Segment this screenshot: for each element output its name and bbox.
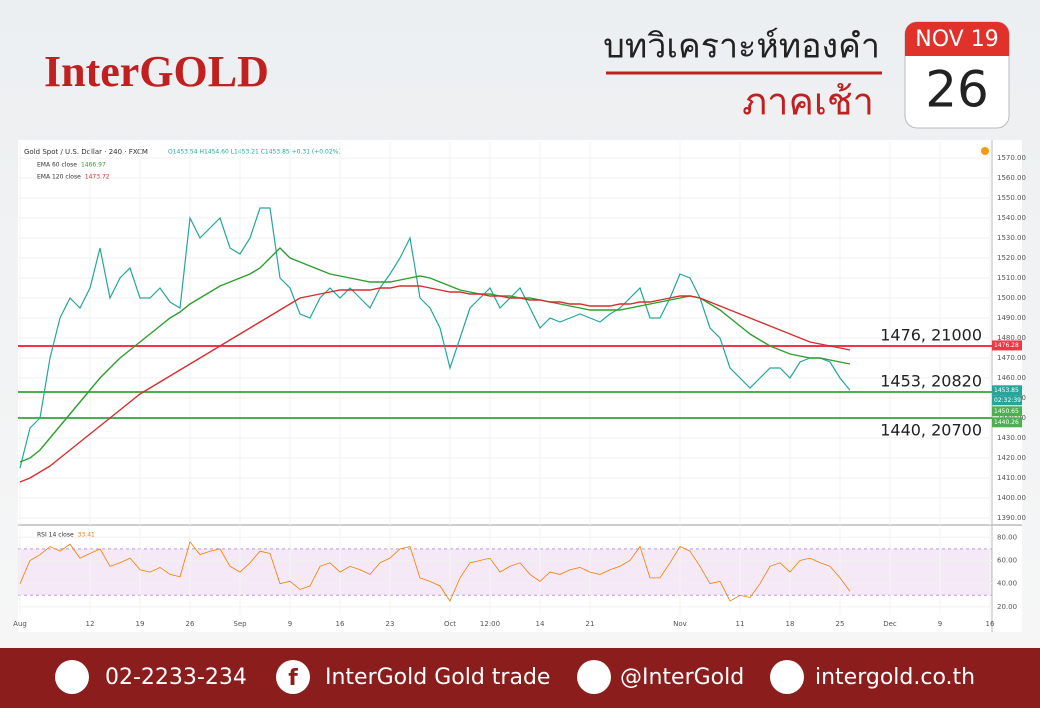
price-tag	[992, 340, 1022, 351]
facebook-glyph: f	[288, 666, 298, 691]
calendar-month: NOV 19	[915, 27, 998, 52]
x-tick-label: 16	[986, 620, 995, 628]
x-tick-label: Dec	[883, 620, 897, 628]
x-tick-label: Oct	[444, 620, 456, 628]
legend-label: EMA 120 close	[37, 174, 81, 181]
x-tick-label: 16	[336, 620, 345, 628]
price-tag-label: 1440.26	[994, 419, 1019, 426]
x-tick-label: 19	[136, 620, 145, 628]
y-tick-label: 1550.00	[997, 194, 1026, 202]
header-title: บทวิเคราะห์ทองคำ	[603, 27, 880, 67]
price-tag-label: 1450.65	[994, 408, 1019, 415]
y-tick-label: 1540.00	[997, 214, 1026, 222]
price-tag	[992, 406, 1022, 417]
x-tick-label: 23	[386, 620, 395, 628]
web-icon	[770, 660, 804, 694]
y-tick-label: 1420.00	[997, 454, 1026, 462]
info-icon	[981, 147, 989, 155]
level-label: 1440, 20700	[880, 421, 982, 440]
x-tick-label: 11	[736, 620, 745, 628]
legend-value: 1466.97	[81, 162, 106, 169]
y-tick-label: 1530.00	[997, 234, 1026, 242]
y-tick-label: 80.00	[997, 533, 1017, 541]
y-tick-label: 60.00	[997, 556, 1017, 564]
footer	[0, 648, 1040, 708]
x-tick-label: Sep	[233, 620, 247, 628]
phone-icon	[55, 660, 89, 694]
legend-label: RSI 14 close	[37, 532, 74, 539]
x-tick-label: 25	[836, 620, 845, 628]
y-tick-label: 1410.00	[997, 474, 1026, 482]
y-tick-label: 1500.00	[997, 294, 1026, 302]
calendar-header	[905, 22, 1009, 56]
price-tag	[992, 417, 1022, 428]
y-tick-label: 1460.00	[997, 374, 1026, 382]
x-tick-label: 9	[288, 620, 292, 628]
logo: InterGOLD	[44, 47, 269, 96]
y-tick-label: 1510.00	[997, 274, 1026, 282]
legend-value: 1473.72	[85, 174, 110, 181]
y-tick-label: 1570.00	[997, 154, 1026, 162]
legend-value: 33.41	[78, 532, 95, 539]
y-tick-label: 20.00	[997, 603, 1017, 611]
countdown-tag	[992, 395, 1022, 406]
series-line	[19, 541, 851, 602]
calendar-day: 26	[925, 61, 989, 119]
y-tick-label: 1390.00	[997, 514, 1026, 522]
price-tag-label: 1476.28	[994, 342, 1019, 349]
series-line	[19, 207, 851, 469]
level-label: 1453, 20820	[880, 372, 982, 391]
y-tick-label: 40.00	[997, 580, 1017, 588]
x-tick-label: 12	[86, 620, 95, 628]
line-icon	[577, 660, 611, 694]
y-tick-label: 1480.00	[997, 334, 1026, 342]
series-line	[19, 285, 851, 483]
x-tick-label: 26	[186, 620, 195, 628]
x-tick-label: 12:00	[480, 620, 500, 628]
level-label: 1476, 21000	[880, 326, 982, 345]
x-tick-label: 9	[938, 620, 942, 628]
price-tag-label: 1453.85	[994, 387, 1019, 394]
header-subtitle: ภาคเช้า	[742, 80, 874, 124]
facebook-icon	[276, 660, 310, 694]
x-tick-label: Nov	[673, 620, 687, 628]
y-tick-label: 1400.00	[997, 494, 1026, 502]
price-tag	[992, 385, 1022, 396]
footer-facebook: InterGold Gold trade	[325, 665, 550, 690]
y-tick-label: 1520.00	[997, 254, 1026, 262]
legend-label: EMA 60 close	[37, 162, 77, 169]
y-tick-label: 1430.00	[997, 434, 1026, 442]
y-tick-label: 1470.00	[997, 354, 1026, 362]
chart-title: Gold Spot / U.S. Dollar · 240 · FXCM	[24, 148, 148, 156]
ohlc: O1453.54 H1454.60 L1453.21 C1453.85 +0.3…	[168, 149, 341, 156]
x-tick-label: 18	[786, 620, 795, 628]
rsi-band	[18, 548, 992, 596]
x-tick-label: 14	[536, 620, 545, 628]
x-tick-label: 21	[586, 620, 595, 628]
y-tick-label: 1490.00	[997, 314, 1026, 322]
x-tick-label: Aug	[13, 620, 27, 628]
chart-panel	[18, 140, 1022, 632]
series-line	[19, 247, 851, 463]
footer-line: @InterGold	[620, 665, 744, 690]
footer-phone: 02-2233-234	[105, 665, 247, 690]
y-tick-label: 1560.00	[997, 174, 1026, 182]
footer-website: intergold.co.th	[815, 665, 975, 690]
countdown: 02:32:39	[994, 397, 1021, 404]
